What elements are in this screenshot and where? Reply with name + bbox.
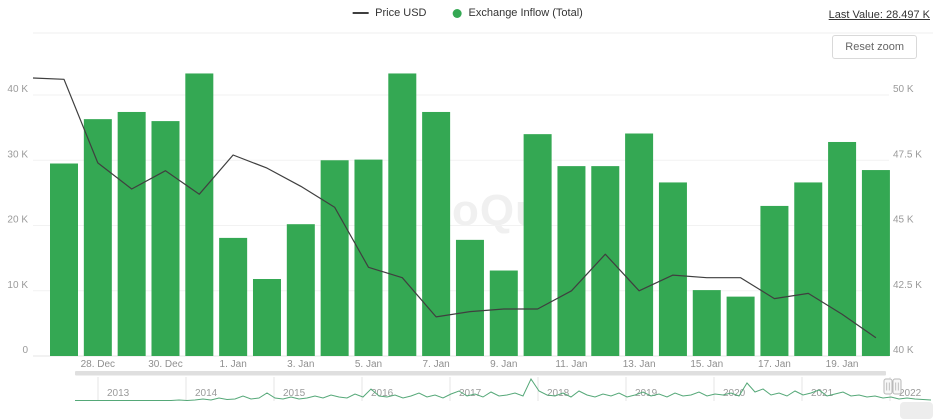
- x-axis-label: 28. Dec: [81, 359, 115, 370]
- inflow-bar[interactable]: [455, 239, 484, 356]
- navigator-right-handle[interactable]: [892, 378, 902, 395]
- right-axis-label: 47.5 K: [893, 149, 922, 160]
- left-axis-label: 10 K: [7, 280, 28, 291]
- navigator-track[interactable]: [75, 371, 886, 376]
- inflow-bar[interactable]: [388, 73, 417, 356]
- right-axis-label: 42.5 K: [893, 280, 922, 291]
- reset-zoom-button[interactable]: Reset zoom: [832, 35, 917, 59]
- inflow-bar[interactable]: [861, 170, 890, 356]
- chart-legend: Price USD Exchange Inflow (Total): [352, 7, 583, 19]
- inflow-bar[interactable]: [354, 159, 383, 356]
- navigator-year-label: 2013: [107, 388, 130, 399]
- last-value-link[interactable]: Last Value: 28.497 K: [828, 9, 930, 21]
- x-axis-label: 9. Jan: [490, 359, 517, 370]
- navigator-year-label: 2021: [811, 388, 834, 399]
- navigator-left-handle[interactable]: [883, 378, 893, 395]
- inflow-bar[interactable]: [625, 133, 654, 356]
- inflow-bar[interactable]: [828, 141, 857, 356]
- inflow-bar[interactable]: [726, 296, 755, 356]
- inflow-bar[interactable]: [286, 224, 315, 356]
- x-axis-label: 19. Jan: [826, 359, 859, 370]
- inflow-bar[interactable]: [591, 166, 620, 356]
- x-axis-label: 5. Jan: [355, 359, 382, 370]
- navigator-sparkline: [75, 377, 932, 402]
- left-axis-label: 0: [22, 345, 28, 356]
- inflow-bar[interactable]: [422, 111, 451, 356]
- left-axis-label: 20 K: [7, 215, 28, 226]
- inflow-bar[interactable]: [794, 182, 823, 356]
- inflow-bar[interactable]: [557, 166, 586, 356]
- left-axis-label: 40 K: [7, 84, 28, 95]
- inflow-bar[interactable]: [692, 290, 721, 356]
- navigator-year-label: 2015: [283, 388, 306, 399]
- x-axis-label: 15. Jan: [690, 359, 723, 370]
- inflow-bar[interactable]: [185, 73, 214, 356]
- legend-item-inflow[interactable]: Exchange Inflow (Total): [452, 7, 583, 19]
- price-line[interactable]: [32, 77, 877, 339]
- inflow-bar[interactable]: [219, 237, 248, 356]
- left-axis-label: 30 K: [7, 149, 28, 160]
- legend-inflow-label: Exchange Inflow (Total): [468, 7, 583, 19]
- inflow-bar[interactable]: [760, 205, 789, 356]
- inflow-bar[interactable]: [320, 160, 349, 356]
- legend-item-price[interactable]: Price USD: [352, 7, 427, 19]
- x-axis-label: 13. Jan: [623, 359, 656, 370]
- x-axis-label: 1. Jan: [220, 359, 247, 370]
- right-axis-label: 40 K: [893, 345, 914, 356]
- price-line-marker-icon: [352, 12, 369, 14]
- inflow-bar[interactable]: [151, 121, 180, 356]
- right-axis-label: 45 K: [893, 215, 914, 226]
- inflow-bar[interactable]: [658, 182, 687, 356]
- navigator-year-label: 2017: [459, 388, 482, 399]
- corner-scroll-thumb: [900, 402, 933, 419]
- x-axis-label: 3. Jan: [287, 359, 314, 370]
- navigator-year-label: 2022: [899, 388, 922, 399]
- navigator[interactable]: 2013 2014 2015 2016 2017 2018 2019 2020 2021 2022: [75, 371, 932, 402]
- inflow-bar[interactable]: [489, 270, 518, 356]
- x-axis-label: 7. Jan: [423, 359, 450, 370]
- navigator-year-label: 2020: [723, 388, 746, 399]
- x-axis-label: 17. Jan: [758, 359, 791, 370]
- inflow-bar[interactable]: [523, 134, 552, 356]
- navigator-year-label: 2014: [195, 388, 218, 399]
- x-axis-label: 30. Dec: [148, 359, 182, 370]
- inflow-bar[interactable]: [83, 119, 112, 356]
- inflow-dot-marker-icon: [452, 8, 462, 18]
- inflow-bar[interactable]: [117, 111, 146, 356]
- navigator-year-label: 2016: [371, 388, 394, 399]
- right-axis-label: 50 K: [893, 84, 914, 95]
- navigator-year-label: 2018: [547, 388, 570, 399]
- inflow-bar[interactable]: [50, 163, 78, 356]
- legend-price-label: Price USD: [375, 7, 427, 19]
- inflow-bar[interactable]: [252, 279, 281, 356]
- x-axis-label: 11. Jan: [555, 359, 587, 370]
